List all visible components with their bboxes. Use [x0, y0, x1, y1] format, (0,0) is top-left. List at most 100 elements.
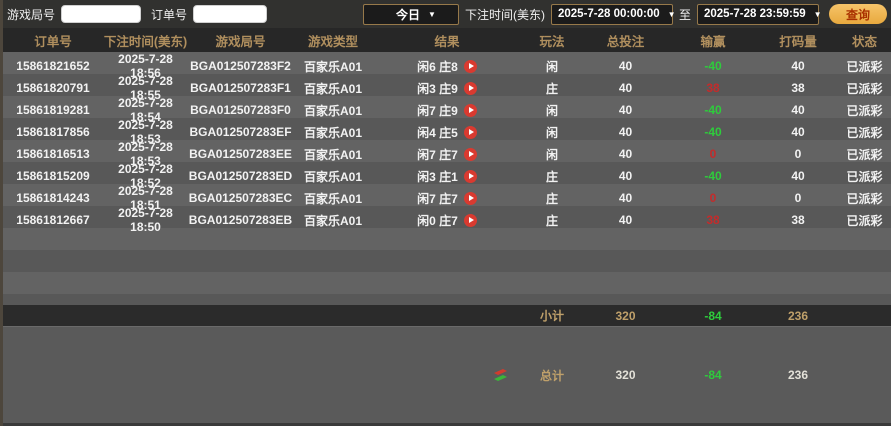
cell-play-type: 闲 [545, 147, 558, 162]
cell-game-round: BGA012507283F0 [190, 103, 291, 117]
header-game-round: 游戏局号 [215, 34, 266, 49]
cell-win-loss: 38 [706, 213, 720, 227]
cell-total-bet: 40 [618, 125, 633, 139]
cell-bet-time: 2025-7-28 18:54 [118, 96, 173, 124]
cell-volume: 40 [791, 169, 805, 183]
play-replay-icon[interactable] [463, 125, 477, 139]
subtotal-label: 小计 [539, 309, 564, 323]
cell-volume: 40 [791, 59, 805, 73]
cell-result: 闲3 庄1 [373, 168, 521, 185]
cell-volume: 0 [794, 147, 802, 161]
play-replay-icon[interactable] [463, 81, 477, 95]
cell-game-round: BGA012507283ED [188, 169, 293, 183]
total-label: 总计 [539, 368, 564, 383]
cell-game-type: 百家乐A01 [303, 59, 362, 74]
cell-total-bet: 40 [618, 147, 633, 161]
cell-game-type: 百家乐A01 [303, 213, 362, 228]
cell-win-loss: -40 [704, 103, 722, 117]
result-text: 闲7 庄9 [417, 103, 458, 118]
date-preset-value: 今日 [396, 7, 421, 22]
cell-bet-time: 2025-7-28 18:53 [118, 140, 173, 168]
cell-order-no: 15861821652 [16, 59, 90, 73]
start-time-select[interactable]: 2025-7-28 00:00:00 ▼ [550, 3, 676, 25]
cell-game-type: 百家乐A01 [303, 103, 362, 118]
result-text: 闲7 庄7 [417, 147, 458, 162]
filter-bar: 游戏局号 订单号 今日 ▼ 下注时间(美东) 2025-7-28 00:00:0… [3, 0, 891, 28]
header-volume: 打码量 [779, 34, 817, 49]
game-round-input[interactable] [61, 5, 142, 23]
cell-bet-time: 2025-7-28 18:50 [118, 206, 173, 234]
table-row: 15861816513 2025-7-28 18:53 BGA012507283… [3, 140, 891, 168]
cell-status: 已派彩 [846, 125, 883, 140]
cell-result: 闲4 庄5 [373, 124, 521, 141]
to-label: 至 [678, 7, 691, 22]
play-replay-icon[interactable] [463, 103, 477, 117]
query-button[interactable]: 查询 [829, 4, 887, 24]
cell-game-type: 百家乐A01 [303, 191, 362, 206]
cell-bet-time: 2025-7-28 18:53 [118, 118, 173, 146]
cell-play-type: 庄 [545, 81, 558, 96]
result-text: 闲4 庄5 [417, 125, 458, 140]
chevron-down-icon: ▼ [813, 9, 822, 19]
play-replay-icon[interactable] [463, 213, 477, 227]
cell-win-loss: 0 [709, 191, 717, 205]
header-game-type: 游戏类型 [307, 34, 358, 49]
cell-game-round: BGA012507283F1 [190, 81, 291, 95]
result-text: 闲3 庄9 [417, 81, 458, 96]
cell-bet-time: 2025-7-28 18:56 [118, 52, 173, 80]
order-no-input[interactable] [193, 5, 268, 23]
cell-play-type: 闲 [545, 125, 558, 140]
cell-win-loss: -40 [704, 125, 722, 139]
header-order-no: 订单号 [34, 34, 72, 49]
bet-time-label: 下注时间(美东) [464, 7, 545, 22]
cell-order-no: 15861817856 [16, 125, 90, 139]
cell-order-no: 15861819281 [16, 103, 90, 117]
game-round-label: 游戏局号 [7, 7, 56, 22]
cell-win-loss: 38 [706, 81, 720, 95]
total-win-loss: -84 [704, 368, 722, 382]
cell-game-round: BGA012507283EF [189, 125, 292, 139]
table-header-row: 订单号 下注时间(美东) 游戏局号 游戏类型 结果 玩法 总投注 输赢 打码量 … [3, 28, 891, 52]
play-replay-icon[interactable] [463, 191, 477, 205]
play-replay-icon[interactable] [463, 169, 477, 183]
cell-total-bet: 40 [618, 103, 633, 117]
cell-result: 闲0 庄7 [373, 212, 521, 229]
cell-volume: 0 [794, 191, 802, 205]
cell-bet-time: 2025-7-28 18:51 [118, 184, 173, 212]
date-preset-select[interactable]: 今日 ▼ [362, 3, 459, 25]
total-row: 总计 320 -84 236 [3, 327, 891, 426]
cell-play-type: 闲 [545, 103, 558, 118]
cell-game-round: BGA012507283F2 [190, 59, 291, 73]
cell-order-no: 15861820791 [16, 81, 90, 95]
end-time-select[interactable]: 2025-7-28 23:59:59 ▼ [697, 3, 822, 25]
cell-status: 已派彩 [846, 213, 883, 228]
cell-volume: 40 [791, 125, 805, 139]
cell-result: 闲3 庄9 [373, 80, 521, 97]
cell-game-round: BGA012507283EE [189, 147, 292, 161]
cell-game-type: 百家乐A01 [303, 81, 362, 96]
table-row: 15861812667 2025-7-28 18:50 BGA012507283… [3, 206, 891, 234]
result-text: 闲7 庄7 [417, 191, 458, 206]
play-replay-icon[interactable] [463, 59, 477, 73]
cell-result: 闲7 庄7 [373, 146, 521, 163]
cell-volume: 40 [791, 103, 805, 117]
play-replay-icon[interactable] [463, 147, 477, 161]
cell-total-bet: 40 [618, 191, 633, 205]
cell-order-no: 15861812667 [16, 213, 90, 227]
total-volume: 236 [787, 368, 809, 382]
header-total-bet: 总投注 [606, 34, 645, 49]
cell-bet-time: 2025-7-28 18:52 [118, 162, 173, 190]
total-bet: 320 [615, 368, 636, 382]
header-result: 结果 [434, 34, 460, 49]
table-row: 15861819281 2025-7-28 18:54 BGA012507283… [3, 96, 891, 124]
cell-status: 已派彩 [846, 147, 883, 162]
red-green-swap-arrows-icon[interactable] [492, 368, 509, 382]
cell-order-no: 15861814243 [16, 191, 90, 205]
cell-play-type: 庄 [545, 213, 558, 228]
cell-play-type: 闲 [545, 59, 558, 74]
result-text: 闲0 庄7 [417, 213, 458, 228]
cell-order-no: 15861815209 [16, 169, 90, 183]
cell-total-bet: 40 [618, 169, 633, 183]
cell-win-loss: -40 [704, 59, 722, 73]
cell-result: 闲7 庄9 [373, 102, 521, 119]
